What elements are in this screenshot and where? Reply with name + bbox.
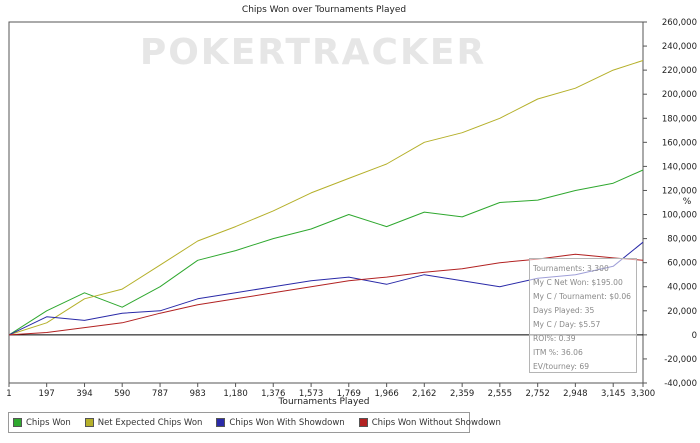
legend-label: Chips Won With Showdown [229, 417, 345, 428]
x-tick-label: 1,966 [374, 389, 398, 399]
y-axis-title: % [683, 197, 692, 207]
x-axis-title: Tournaments Played [277, 397, 369, 407]
legend-item[interactable]: Net Expected Chips Won [84, 417, 203, 428]
x-axis: 1 197 394 590 787 983 1,180 1,376 1,573 1,769 1,96… [6, 383, 655, 399]
x-tick-label: 787 [152, 389, 168, 399]
stat-itm: ITM %: 36.06 [533, 348, 583, 357]
legend-item[interactable]: Chips Won With Showdown [216, 417, 345, 428]
y-tick-label: 220,000 [662, 66, 697, 76]
x-tick-label: 1,769 [337, 389, 361, 399]
x-tick-label: 1 [6, 389, 11, 399]
x-tick-label: 1,180 [223, 389, 247, 399]
y-tick-label: 200,000 [662, 90, 697, 100]
y-tick-label: 120,000 [662, 186, 697, 196]
y-tick-label: 100,000 [662, 211, 697, 221]
stat-net-won: My C Net Won: $195.00 [533, 278, 623, 287]
plot-frame [8, 21, 644, 384]
series-line-1 [8, 169, 644, 336]
x-tick-label: 3,145 [601, 389, 625, 399]
y-tick-label: 160,000 [662, 138, 697, 148]
x-tick-label: 983 [190, 389, 206, 399]
legend-label: Chips Won Without Showdown [371, 417, 501, 428]
stats-panel: Tournaments: 3,300 My C Net Won: $195.00… [529, 258, 637, 373]
y-tick-label: -20,000 [664, 355, 697, 365]
series-line-2 [8, 60, 644, 336]
y-tick-label: 40,000 [667, 283, 697, 293]
stat-ev: EV/tourney: 69 [533, 362, 590, 371]
x-tick-label: 590 [114, 389, 130, 399]
legend: Chips Won Net Expected Chips Won Chips W… [8, 412, 501, 433]
y-tick-label: 0 [692, 331, 697, 341]
y-tick-label: 140,000 [662, 162, 697, 172]
x-tick-label: 2,555 [488, 389, 512, 399]
x-tick-label: 197 [39, 389, 55, 399]
y-tick-label: 80,000 [667, 235, 697, 245]
y-tick-label: 260,000 [662, 18, 697, 28]
chart-area: POKERTRACKER Chips Won over Tournaments … [6, 5, 697, 407]
legend-item[interactable]: Chips Won Without Showdown [358, 417, 501, 428]
x-tick-label: 3,300 [631, 389, 655, 399]
x-tick-label: 2,359 [450, 389, 474, 399]
stat-tournaments: Tournaments: 3,300 [533, 264, 609, 273]
watermark: POKERTRACKER [140, 32, 486, 73]
legend-swatch-icon [13, 418, 22, 427]
y-tick-label: -40,000 [664, 379, 697, 389]
legend-label: Net Expected Chips Won [97, 417, 203, 428]
x-tick-label: 1,376 [261, 389, 285, 399]
legend-swatch-icon [216, 418, 226, 427]
y-tick-label: 240,000 [662, 42, 697, 52]
x-tick-label: 2,752 [526, 389, 550, 399]
legend-label: Chips Won [26, 417, 71, 428]
y-tick-label: 20,000 [667, 307, 697, 317]
x-tick-label: 2,162 [412, 389, 436, 399]
x-tick-label: 394 [76, 389, 92, 399]
y-tick-label: 180,000 [662, 114, 697, 124]
legend-swatch-icon [358, 418, 368, 427]
stat-days-played: Days Played: 35 [533, 306, 595, 315]
legend-item[interactable]: Chips Won [13, 418, 71, 428]
x-tick-label: 1,573 [299, 389, 323, 399]
y-tick-label: 60,000 [667, 259, 697, 269]
chart-title: Chips Won over Tournaments Played [242, 5, 406, 15]
stat-roi: ROI%: 0.39 [533, 334, 576, 343]
stat-per-day: My C / Day: $5.57 [533, 320, 601, 329]
y-axis: -40,000 -20,000 0 20,000 40,000 60,000 80,000 1… [643, 18, 697, 389]
stat-per-tournament: My C / Tournament: $0.06 [533, 292, 631, 301]
x-tick-label: 2,948 [563, 389, 587, 399]
legend-swatch-icon [84, 418, 94, 427]
